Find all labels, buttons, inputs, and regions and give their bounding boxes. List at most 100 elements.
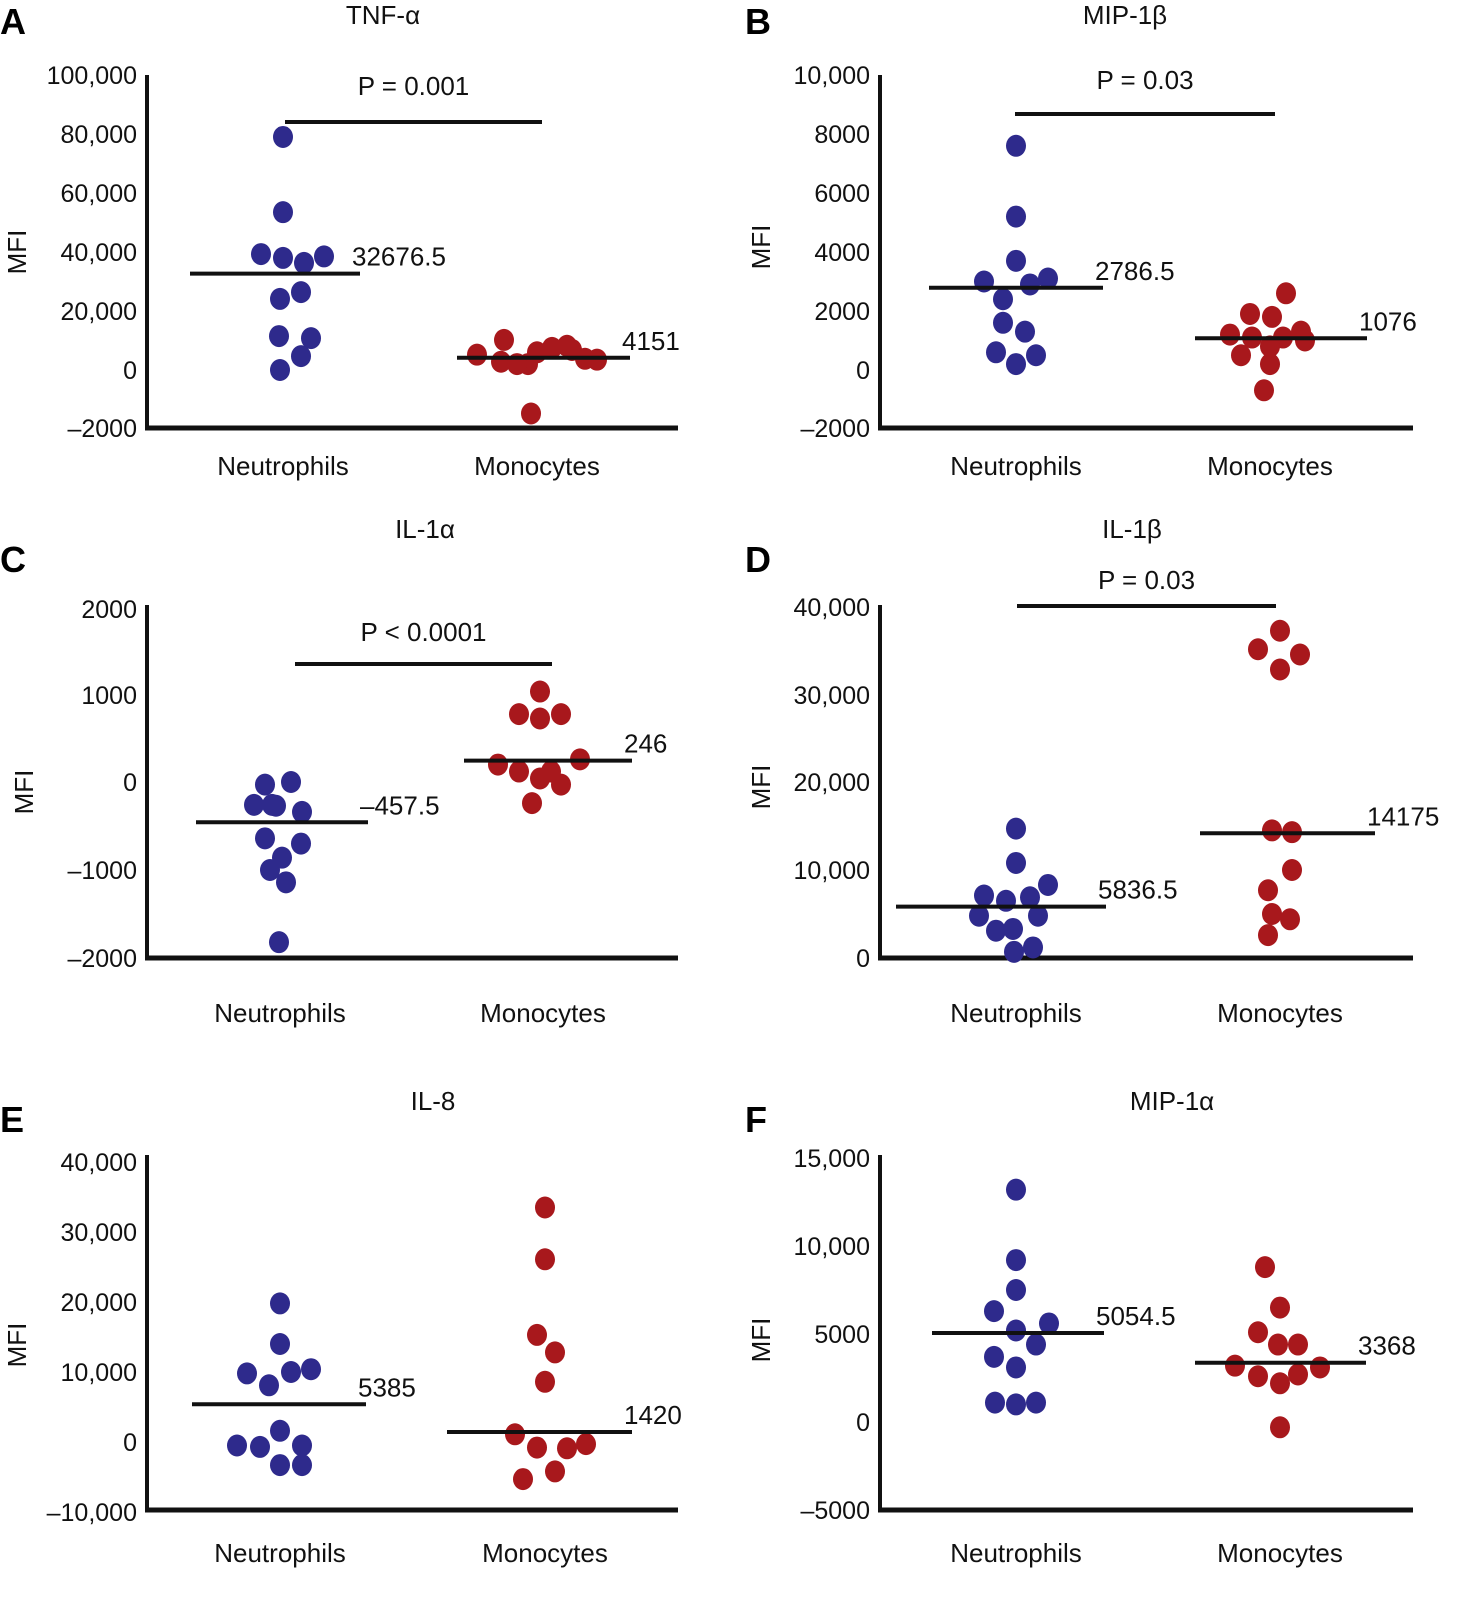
data-point <box>251 243 271 266</box>
y-tick-label: 0 <box>123 357 137 385</box>
y-tick-label: 0 <box>856 945 870 973</box>
y-tick-label: 40,000 <box>61 1149 137 1177</box>
data-point <box>535 1248 555 1271</box>
y-tick-label: 40,000 <box>794 594 870 622</box>
data-point <box>1006 1279 1026 1301</box>
data-point <box>270 1419 290 1442</box>
data-point <box>1006 1393 1026 1416</box>
data-point <box>535 1196 555 1219</box>
data-point <box>1270 619 1290 642</box>
panel-title: MIP-1β <box>1083 0 1167 30</box>
panel-f: F MIP-1α 15,000 10,000 5000 0 –5000 MFI Neutroph… <box>745 1086 1416 1568</box>
data-point <box>1276 282 1296 305</box>
data-point <box>1310 1356 1330 1379</box>
data-point <box>1006 817 1026 840</box>
p-value-label: P = 0.001 <box>358 71 470 101</box>
y-axis-label: MFI <box>2 1323 32 1368</box>
median-label: 5385 <box>358 1372 416 1402</box>
panel-title: TNF-α <box>346 0 420 30</box>
y-tick-label: 0 <box>123 769 137 797</box>
data-point <box>509 760 529 783</box>
y-tick-label: –10,000 <box>47 1499 137 1527</box>
data-point <box>509 703 529 726</box>
y-axis-label: MFI <box>746 1318 776 1363</box>
median-label: 2786.5 <box>1095 256 1175 286</box>
y-tick-label: 0 <box>123 1429 137 1457</box>
data-point <box>1006 205 1026 228</box>
data-point <box>557 334 577 357</box>
data-point <box>292 800 312 823</box>
y-tick-label: 100,000 <box>47 62 137 90</box>
panel-b: B MIP-1β 10,000 8000 6000 4000 2000 0 –2000 MFI Ne… <box>745 0 1417 481</box>
data-point <box>521 402 541 425</box>
data-point <box>535 1370 555 1393</box>
data-point <box>527 341 547 364</box>
y-axis-label: MFI <box>2 230 32 275</box>
data-point <box>1026 344 1046 367</box>
y-tick-label: 10,000 <box>794 62 870 90</box>
data-point <box>993 311 1013 334</box>
data-point <box>1023 936 1043 959</box>
data-point <box>260 859 280 881</box>
panel-letter: D <box>745 539 771 580</box>
panel-letter: A <box>0 1 26 42</box>
p-value-label: P = 0.03 <box>1096 65 1193 95</box>
data-point <box>294 251 314 274</box>
median-label: 3368 <box>1358 1331 1416 1361</box>
y-tick-label: 1000 <box>81 682 137 710</box>
series-monocytes: 14175 <box>1200 619 1439 947</box>
data-point <box>551 773 571 796</box>
data-point <box>291 832 311 855</box>
data-point <box>281 1361 301 1383</box>
data-point <box>1288 1333 1308 1356</box>
data-point <box>291 345 311 368</box>
data-point <box>269 325 289 348</box>
data-point <box>530 680 550 703</box>
data-point <box>259 1374 279 1397</box>
data-point <box>1231 344 1251 367</box>
data-point <box>1295 329 1315 352</box>
series-neutrophils: –457.5 <box>196 771 440 954</box>
y-tick-label: 2000 <box>81 596 137 624</box>
median-label: 1420 <box>624 1400 682 1430</box>
data-point <box>270 1333 290 1355</box>
y-tick-label: –2000 <box>67 945 137 973</box>
data-point <box>1258 924 1278 947</box>
x-category-label: Monocytes <box>480 998 606 1028</box>
panel-title: IL-1β <box>1102 514 1162 544</box>
data-point <box>273 125 293 148</box>
x-category-label: Monocytes <box>1207 451 1333 481</box>
y-tick-label: 6000 <box>814 180 870 208</box>
median-label: 32676.5 <box>352 242 446 272</box>
data-point <box>291 281 311 304</box>
data-point <box>530 707 550 730</box>
data-point <box>576 1433 596 1456</box>
data-point <box>557 1437 577 1460</box>
data-point <box>250 1435 270 1458</box>
data-point <box>551 703 571 726</box>
data-point <box>292 1434 312 1457</box>
series-monocytes: 1076 <box>1195 282 1417 402</box>
y-tick-label: –2000 <box>67 415 137 443</box>
median-label: –457.5 <box>360 790 440 820</box>
data-point <box>522 792 542 815</box>
x-category-label: Monocytes <box>474 451 600 481</box>
y-tick-label: –1000 <box>67 857 137 885</box>
data-point <box>1254 379 1274 402</box>
data-point <box>1220 323 1240 346</box>
y-tick-label: 30,000 <box>794 682 870 710</box>
data-point <box>1006 1319 1026 1342</box>
median-label: 5836.5 <box>1098 875 1178 905</box>
median-label: 5054.5 <box>1096 1301 1176 1331</box>
data-point <box>1038 873 1058 896</box>
panel-a: A TNF-α 100,000 80,000 60,000 40,000 20,000 0 –2… <box>0 0 680 481</box>
panel-c: C IL-1α 2000 1000 0 –1000 –2000 MFI Neutrophils M… <box>0 514 678 1028</box>
data-point <box>505 1423 525 1446</box>
panel-letter: F <box>745 1099 767 1140</box>
data-point <box>494 328 514 351</box>
y-tick-label: 4000 <box>814 239 870 267</box>
series-monocytes: 4151 <box>457 326 680 425</box>
median-label: 1076 <box>1359 306 1417 336</box>
data-point <box>301 1358 321 1381</box>
